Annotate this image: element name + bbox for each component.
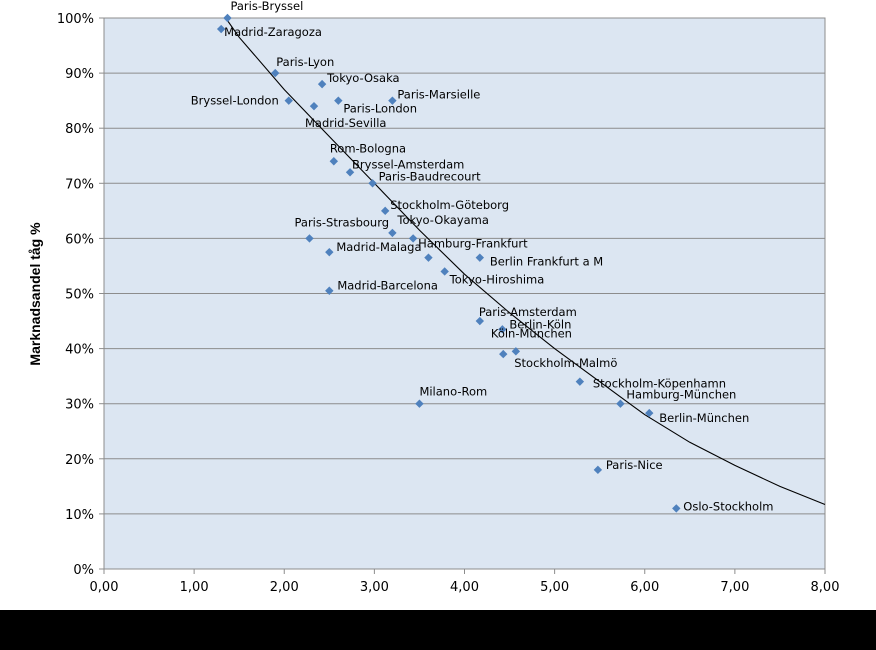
- data-point-marker: [380, 206, 390, 216]
- data-point-label: Berlin Frankfurt a M: [490, 255, 603, 269]
- data-point-label: Berlin-München: [659, 411, 749, 425]
- data-point-label: Paris-Baudrecourt: [379, 169, 482, 183]
- data-point-label: Madrid-Barcelona: [337, 279, 438, 293]
- data-point-marker: [388, 228, 397, 238]
- data-point-marker: [223, 13, 232, 23]
- data-point-marker: [329, 157, 339, 166]
- data-point-marker: [271, 68, 280, 78]
- data-point-label: Paris-Nice: [606, 458, 663, 472]
- data-point-marker: [440, 267, 449, 276]
- x-tick-label: 3,00: [360, 580, 389, 595]
- data-point-marker: [499, 349, 508, 359]
- data-point-marker: [575, 377, 585, 386]
- x-tick-label: 2,00: [270, 580, 299, 595]
- data-point-marker: [216, 24, 226, 34]
- data-point-label: Bryssel-London: [191, 94, 279, 108]
- data-point-label: Köln-München: [491, 326, 572, 340]
- data-point-label: Tokyo-Osaka: [326, 71, 399, 85]
- data-point-label: Milano-Rom: [419, 385, 487, 399]
- data-point-marker: [408, 234, 418, 243]
- scatter-chart: 0% 10% 20% 30% 40% 50% 60% 70% 80% 90% 100% 0,00 1,0…: [27, 0, 840, 595]
- y-tick-label: 60%: [65, 232, 94, 247]
- data-point-label: Stockholm-Malmö: [514, 356, 617, 370]
- y-tick-label: 80%: [65, 122, 94, 137]
- data-point-label: Paris-Bryssel: [230, 0, 303, 13]
- data-point-label: Tokyo-Hiroshima: [449, 272, 545, 286]
- data-point-marker: [498, 325, 507, 334]
- data-point-marker: [475, 316, 485, 326]
- data-point-marker: [345, 168, 355, 177]
- data-point-marker: [593, 465, 603, 475]
- data-point-marker: [325, 286, 334, 295]
- data-point-label: Paris-Lyon: [276, 55, 334, 69]
- y-axis-label: Marknadsandel tåg %: [27, 222, 43, 366]
- data-point-label: Tokyo-Okayama: [396, 213, 489, 227]
- data-point-label: Rom-Bologna: [330, 141, 406, 155]
- data-point-label: Madrid-Zaragoza: [224, 25, 322, 39]
- data-point-label: Paris-Strasbourg: [294, 215, 389, 229]
- data-point-marker: [305, 234, 314, 243]
- x-tick-label: 0,00: [90, 580, 119, 595]
- y-tick-label: 10%: [65, 508, 94, 523]
- data-point-label: Paris-London: [343, 102, 417, 116]
- data-point-marker: [475, 253, 485, 262]
- data-point-label: Stockholm-Köpenhamn: [593, 377, 726, 391]
- data-point-marker: [368, 179, 377, 188]
- data-point-label: Madrid-Malaga: [336, 240, 421, 254]
- x-tick-label: 7,00: [720, 580, 749, 595]
- data-point-label: Bryssel-Amsterdam: [352, 157, 464, 171]
- data-point-label: Madrid-Sevilla: [305, 116, 386, 130]
- chart-area: 0% 10% 20% 30% 40% 50% 60% 70% 80% 90% 100% 0,00 1,0…: [0, 0, 876, 610]
- data-point-marker: [645, 408, 654, 418]
- y-tick-label: 100%: [57, 12, 94, 27]
- y-tick-label: 30%: [65, 398, 94, 413]
- x-tick-label: 8,00: [811, 580, 840, 595]
- data-point-label: Oslo-Stockholm: [683, 499, 773, 513]
- data-point-marker: [309, 101, 319, 111]
- y-tick-label: 90%: [65, 67, 94, 82]
- x-tick-label: 1,00: [180, 580, 209, 595]
- y-tick-label: 40%: [65, 343, 94, 358]
- data-point-label: Hamburg-München: [626, 388, 736, 402]
- y-tick-label: 20%: [65, 453, 94, 468]
- y-tick-label: 0%: [73, 563, 94, 578]
- data-point-label: Paris-Marsielle: [397, 88, 480, 102]
- x-tick-label: 5,00: [540, 580, 569, 595]
- data-point-label: Hamburg-Frankfurt: [418, 236, 528, 250]
- data-point-marker: [317, 79, 327, 89]
- data-point-label: Paris-Amsterdam: [479, 305, 577, 319]
- data-point-marker: [388, 96, 397, 105]
- data-point-marker: [415, 399, 424, 408]
- bottom-bar: [0, 610, 876, 650]
- data-point-label: Berlin-Köln: [509, 317, 571, 331]
- data-point-marker: [334, 96, 343, 105]
- data-point-marker: [616, 399, 625, 408]
- y-tick-label: 70%: [65, 177, 94, 192]
- data-point-label: Stockholm-Göteborg: [390, 198, 509, 212]
- trendline: [225, 17, 826, 506]
- data-point-marker: [511, 347, 521, 356]
- y-tick-label: 50%: [65, 288, 94, 303]
- x-tick-label: 6,00: [630, 580, 659, 595]
- data-point-marker: [672, 504, 681, 513]
- x-tick-label: 4,00: [450, 580, 479, 595]
- data-point-marker: [284, 96, 293, 105]
- data-point-marker: [325, 247, 334, 257]
- data-point-marker: [424, 253, 433, 262]
